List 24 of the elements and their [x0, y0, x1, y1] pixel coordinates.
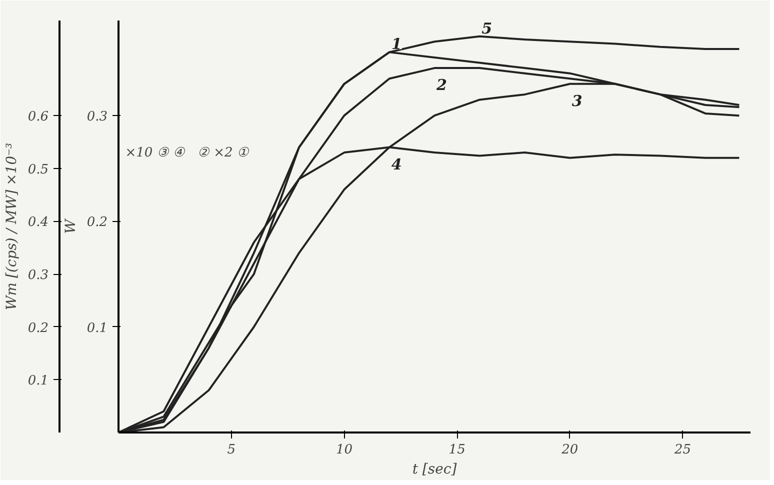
y2-axis-title: Wm [(cps) / MW] ×10⁻³ [4, 142, 20, 310]
x-tick-label: 10 [336, 442, 352, 458]
series-label: 5 [482, 19, 492, 38]
annotation: ×10 ③ ④ [125, 146, 186, 161]
y-tick-label: 0.2 [86, 215, 108, 230]
y2-tick-label: 0.1 [28, 374, 49, 389]
y-tick-label: 0.1 [86, 320, 108, 336]
y2-tick-label: 0.6 [28, 110, 49, 125]
series-label: 3 [572, 92, 582, 110]
y-tick-label: 0.3 [86, 110, 108, 125]
x-tick-label: 25 [674, 442, 692, 458]
x-tick-label: 15 [448, 442, 466, 458]
x-axis-title: t [sec] [412, 462, 458, 478]
series-label: 4 [391, 155, 402, 174]
x-tick-label: 20 [560, 442, 578, 458]
y2-tick-label: 0.4 [28, 215, 49, 230]
series-label: 1 [391, 35, 402, 54]
y2-tick-label: 0.5 [28, 162, 49, 178]
y2-tick-label: 0.3 [28, 268, 49, 284]
series-label: 2 [436, 76, 447, 94]
y-axis-title: W [62, 218, 79, 234]
annotation: ② ×2 ① [198, 146, 250, 161]
x-tick-label: 5 [227, 442, 236, 458]
y2-tick-label: 0.2 [28, 320, 49, 336]
